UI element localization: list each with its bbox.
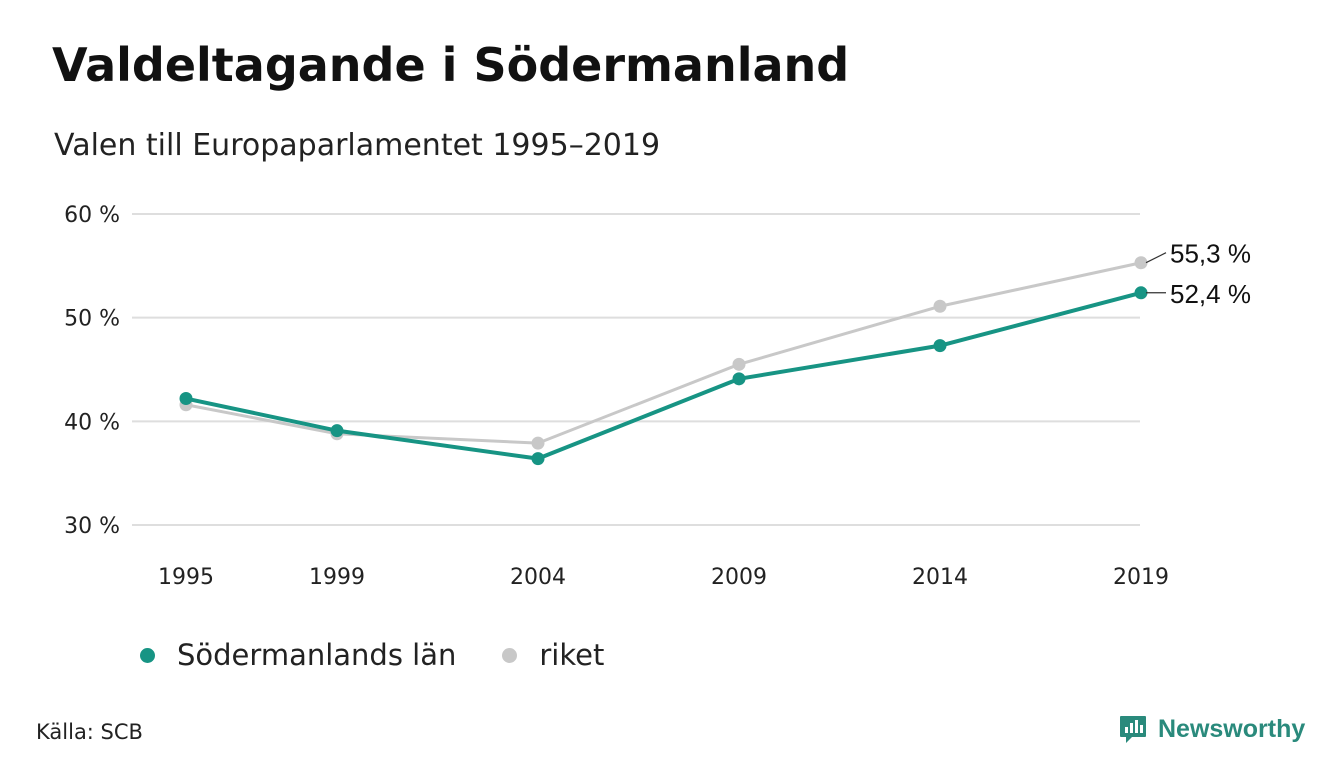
brand-name: Newsworthy <box>1158 714 1306 743</box>
data-point-sodermanland-2004 <box>531 452 545 466</box>
series-layer <box>179 256 1148 466</box>
series-line-riket <box>185 261 1142 445</box>
chart-title: Valdeltagande i Södermanland <box>52 38 850 92</box>
legend-item-sodermanland: Södermanlands län <box>140 638 456 672</box>
chart-subtitle: Valen till Europaparlamentet 1995–2019 <box>54 128 661 163</box>
end-labels: 55,3 % 52,4 % <box>1145 239 1251 309</box>
y-tick-label: 40 % <box>64 410 120 435</box>
end-label-riket: 55,3 % <box>1170 239 1251 269</box>
legend-item-riket: riket <box>502 638 604 672</box>
x-tick-label: 1999 <box>309 565 365 590</box>
x-tick-label: 2004 <box>510 565 566 590</box>
source-note: Källa: SCB <box>36 720 143 744</box>
data-point-sodermanland-1995 <box>179 392 193 406</box>
y-tick-label: 50 % <box>64 307 120 332</box>
end-label-sodermanland: 52,4 % <box>1170 279 1251 309</box>
data-point-riket-2004 <box>531 436 545 450</box>
legend: Södermanlands län riket <box>140 638 650 672</box>
x-tick-label: 2019 <box>1113 565 1169 590</box>
legend-label-sodermanland: Södermanlands län <box>177 638 457 672</box>
data-point-sodermanland-1999 <box>330 424 344 438</box>
brand-logo[interactable]: Newsworthy <box>1118 714 1305 744</box>
legend-marker-riket <box>502 647 518 663</box>
series-riket <box>179 256 1148 450</box>
series-line-sodermanland <box>185 290 1142 461</box>
end-label-leader-riket <box>1145 252 1167 264</box>
data-point-sodermanland-2014 <box>933 339 947 353</box>
y-tick-label: 60 % <box>64 203 120 228</box>
x-tick-label: 2014 <box>912 565 968 590</box>
x-tick-label: 1995 <box>158 565 214 590</box>
y-tick-label: 30 % <box>64 514 120 539</box>
data-point-riket-2019 <box>1134 256 1148 270</box>
data-point-sodermanland-2009 <box>732 372 746 386</box>
data-point-riket-2014 <box>933 299 947 313</box>
data-point-sodermanland-2019 <box>1134 286 1148 300</box>
grid-lines <box>132 213 1140 526</box>
y-axis-tick-labels: 30 % 40 % 50 % 60 % <box>64 203 120 539</box>
legend-label-riket: riket <box>539 638 605 672</box>
x-tick-label: 2009 <box>711 565 767 590</box>
legend-marker-sodermanland <box>140 647 155 663</box>
series-sodermanland <box>179 286 1148 466</box>
data-point-riket-2009 <box>732 357 746 371</box>
newsworthy-logo-icon <box>1120 716 1146 743</box>
x-axis-tick-labels: 1995 1999 2004 2009 2014 2019 <box>158 565 1169 590</box>
